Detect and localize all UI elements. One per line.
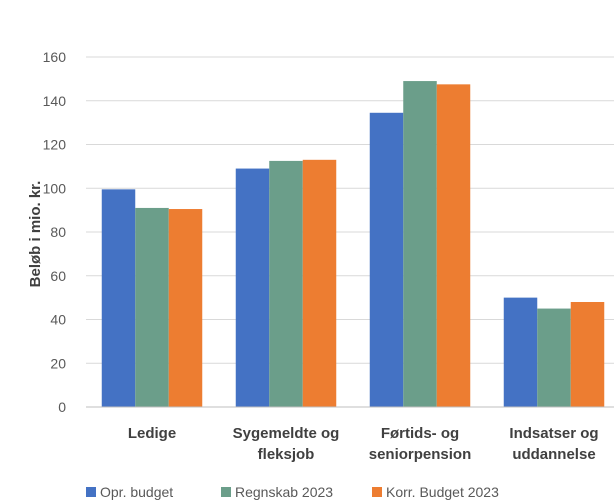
y-tick-label: 0 [58,399,66,415]
bar [403,81,437,407]
y-tick-label: 80 [50,224,66,240]
y-tick-label: 120 [43,137,67,153]
bar [101,189,136,407]
x-category-label: seniorpension [369,446,472,463]
legend: Opr. budget Regnskab 2023 Korr. Budget 202… [86,484,499,500]
bar [235,168,270,407]
y-axis-ticks: 0 20 40 60 80 100 120 140 160 [43,49,67,415]
bar [302,159,337,407]
x-axis-categories: Ledige Sygemeldte og fleksjob Førtids- og se… [128,425,599,463]
bars [101,81,605,407]
x-category-label: Ledige [128,425,176,442]
bar [537,308,571,407]
legend-label: Korr. Budget 2023 [386,484,499,500]
y-tick-label: 40 [50,312,66,328]
bar [269,160,303,407]
bar [168,209,203,407]
y-tick-label: 140 [43,93,67,109]
legend-label: Regnskab 2023 [235,484,333,500]
y-tick-label: 60 [50,268,66,284]
x-category-label: uddannelse [512,446,595,463]
bar [503,297,538,407]
y-tick-label: 20 [50,355,66,371]
x-category-label: fleksjob [258,446,315,463]
x-category-label: Sygemeldte og [233,425,340,442]
x-category-label: Førtids- og [381,425,459,442]
legend-swatch [221,487,231,497]
legend-label: Opr. budget [100,484,173,500]
legend-swatch [86,487,96,497]
y-axis-title: Beløb i mio. kr. [27,181,44,288]
bar [135,207,169,407]
legend-swatch [372,487,382,497]
x-category-label: Indsatser og [509,425,598,442]
bar [369,112,404,407]
y-tick-label: 100 [43,180,67,196]
bar [570,302,605,407]
bar [436,84,471,407]
y-tick-label: 160 [43,49,67,65]
